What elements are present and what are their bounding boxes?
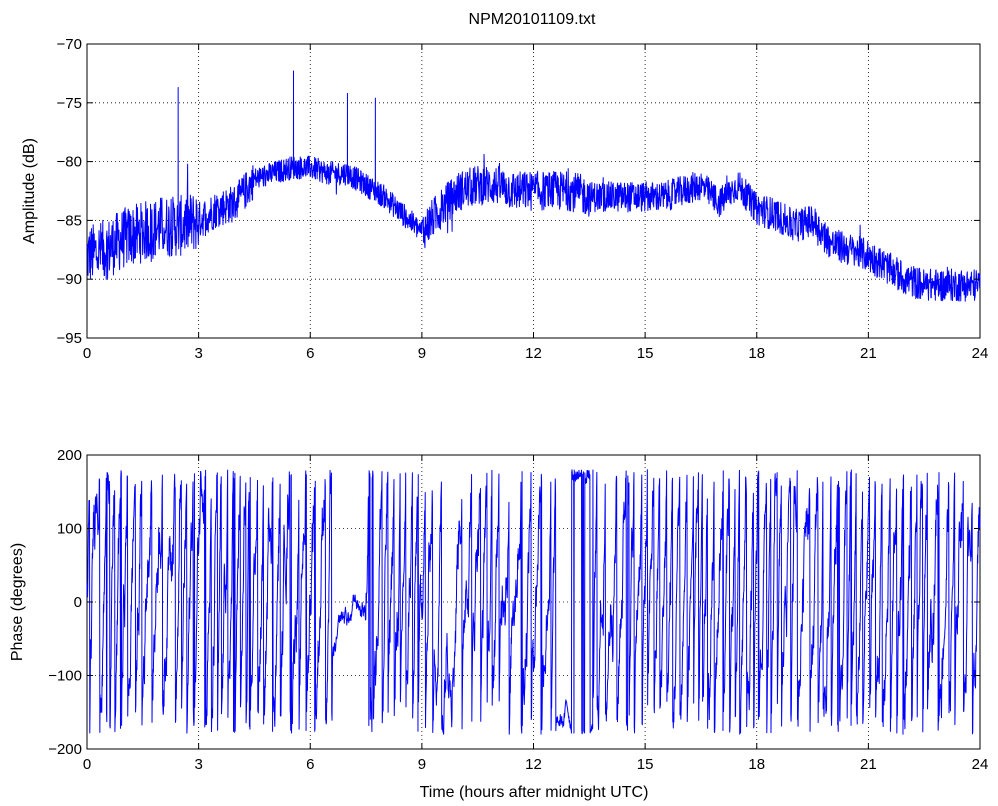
amplitude-y-tick-label: −70: [57, 36, 82, 53]
amplitude-y-tick-label: −90: [57, 271, 82, 288]
amplitude-trace-group: [86, 70, 981, 302]
chart-title: NPM20101109.txt: [469, 11, 596, 28]
amplitude-y-tick-label: −85: [57, 212, 82, 229]
amplitude-y-tick-label: −75: [57, 95, 82, 112]
amplitude-x-tick-label: 3: [194, 345, 202, 362]
phase-y-tick-label: −100: [48, 668, 82, 685]
amplitude-x-tick-label: 21: [860, 345, 877, 362]
amplitude-x-tick-label: 0: [83, 345, 91, 362]
amplitude-x-tick-label: 24: [972, 345, 989, 362]
phase-x-tick-label: 18: [748, 756, 765, 773]
phase-trace-group: [86, 469, 981, 735]
amplitude-y-axis-title: Amplitude (dB): [21, 138, 38, 244]
amplitude-x-tick-label: 15: [637, 345, 654, 362]
phase-y-tick-label: 100: [57, 521, 82, 538]
amplitude-y-tick-label: −95: [57, 330, 82, 347]
phase-x-tick-label: 0: [83, 756, 91, 773]
amplitude-x-tick-label: 6: [306, 345, 314, 362]
amplitude-y-tick-label: −80: [57, 154, 82, 171]
phase-chart: 0 3 6 9 12 15 18 21 24 −200 −100 0 100 200 Phase (deg…: [9, 447, 988, 801]
amplitude-x-tick-label: 18: [748, 345, 765, 362]
phase-x-tick-label: 6: [306, 756, 314, 773]
phase-x-tick-label: 21: [860, 756, 877, 773]
phase-x-tick-label: 15: [637, 756, 654, 773]
phase-y-tick-label: −200: [48, 741, 82, 758]
amplitude-x-tick-label: 12: [525, 345, 542, 362]
phase-series-line: [86, 469, 981, 735]
amplitude-grid: [87, 44, 980, 338]
amplitude-x-tick-label: 9: [418, 345, 426, 362]
phase-y-axis-title: Phase (degrees): [9, 543, 26, 661]
phase-x-tick-label: 12: [525, 756, 542, 773]
amplitude-ticks: 0 3 6 9 12 15 18 21 24 −95 −90 −85 −80 −75 −70: [57, 36, 989, 362]
phase-x-tick-label: 24: [972, 756, 989, 773]
amplitude-chart: NPM20101109.txt 0 3 6 9 12 15 18 21 24 −95 −90 −85 −…: [21, 11, 988, 362]
phase-y-tick-label: 200: [57, 447, 82, 464]
phase-ticks: 0 3 6 9 12 15 18 21 24 −200 −100 0 100 200: [48, 447, 988, 773]
phase-x-tick-label: 3: [194, 756, 202, 773]
amplitude-series-line: [86, 70, 981, 302]
phase-y-tick-label: 0: [74, 594, 82, 611]
phase-x-axis-title: Time (hours after midnight UTC): [420, 784, 649, 801]
phase-x-tick-label: 9: [418, 756, 426, 773]
